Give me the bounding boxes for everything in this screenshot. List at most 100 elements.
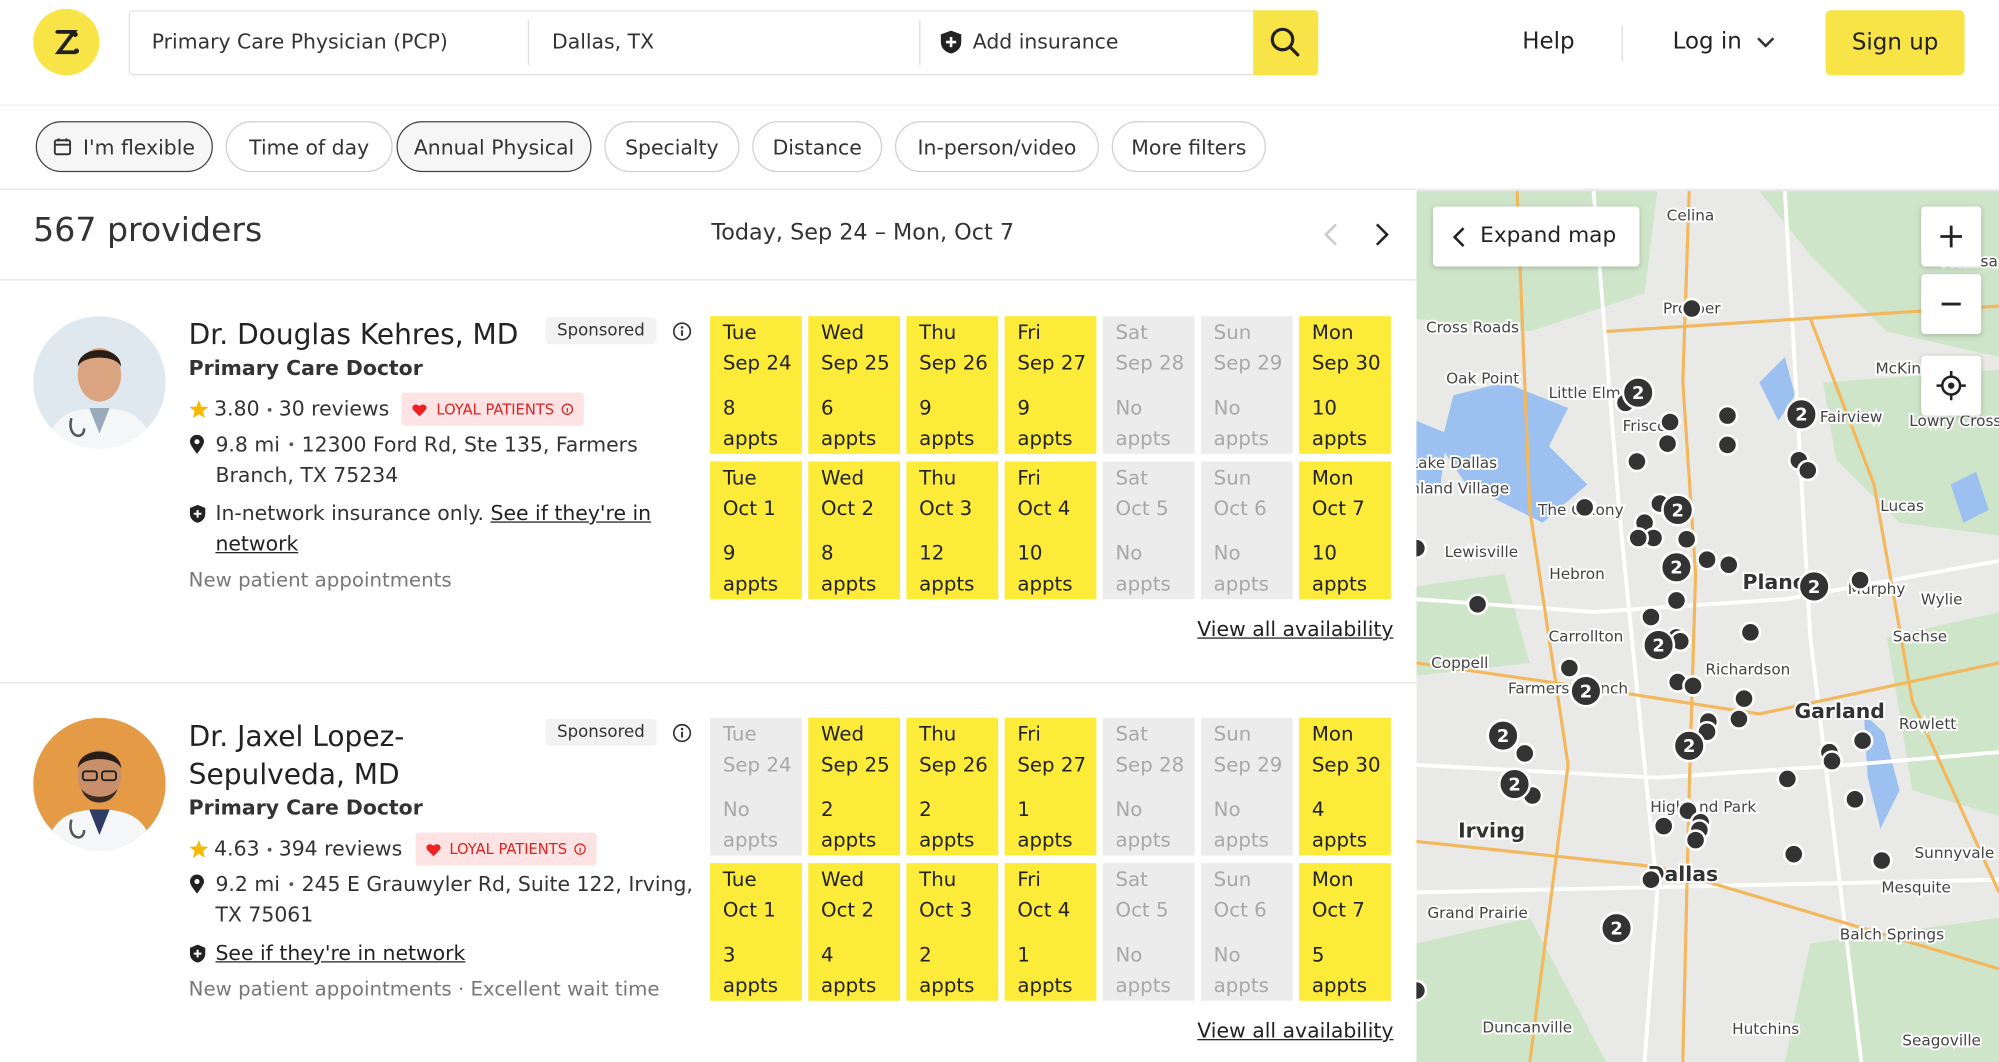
slot-date: Oct 3 (919, 898, 973, 922)
appointment-slot[interactable]: Fri Sep 27 1 appts (1004, 717, 1097, 856)
info-icon[interactable] (672, 722, 692, 742)
map-marker (1513, 742, 1536, 765)
map-place-label: Oak Point (1446, 370, 1519, 388)
slot-date: Sep 28 (1115, 351, 1185, 375)
view-all-link[interactable]: View all availability (1197, 1018, 1394, 1043)
map-place-label: Richardson (1705, 660, 1790, 678)
date-nav[interactable] (1321, 222, 1397, 247)
appointment-slot: Sat Sep 28 No appts (1102, 316, 1195, 454)
rating: 3.80 (214, 396, 260, 421)
slot-day: Mon (1311, 867, 1354, 891)
help-link[interactable]: Help (1522, 28, 1575, 55)
appointment-slot[interactable]: Mon Oct 7 10 appts (1299, 460, 1391, 599)
slot-date: Oct 4 (1017, 496, 1071, 520)
appointment-slot[interactable]: Wed Sep 25 6 appts (808, 316, 901, 454)
slot-date: Sep 26 (919, 753, 988, 777)
appointment-slot[interactable]: Mon Oct 7 5 appts (1299, 862, 1391, 1001)
zoom-in[interactable] (1921, 206, 1982, 267)
slot-gap (821, 780, 900, 794)
network-link[interactable]: See if they're in network (215, 940, 466, 966)
filter-pill[interactable]: Specialty (604, 121, 740, 173)
address-row: 9.8 mi 12300 Ford Rd, Ste 135, Farmers Br… (189, 430, 699, 491)
shield-icon (940, 30, 962, 54)
slot-count: No (1115, 942, 1143, 966)
map-marker (1696, 548, 1718, 571)
address: 245 E Grauwyler Rd, Suite 122, Irving, T… (215, 872, 693, 927)
appointment-slot[interactable]: Thu Oct 3 2 appts (906, 862, 999, 1001)
slot-count: No (1115, 541, 1143, 565)
map-marker (1733, 687, 1755, 710)
map-cluster (1497, 767, 1532, 801)
slot-date: Oct 5 (1115, 496, 1169, 520)
appointment-slot[interactable]: Tue Oct 1 3 appts (710, 862, 802, 1001)
header-border (0, 104, 1999, 106)
slot-unit: appts (1115, 427, 1171, 451)
slot-date: Oct 3 (919, 496, 973, 520)
cluster-count: 2 (1652, 635, 1664, 656)
expand-map-button[interactable]: Expand map (1432, 206, 1640, 267)
map-place-label: Balch Springs (1840, 926, 1944, 944)
map-marker (1416, 537, 1428, 560)
map-place-label: Carrollton (1549, 627, 1624, 645)
info-icon[interactable] (672, 321, 692, 341)
view-all-link[interactable]: View all availability (1197, 617, 1394, 642)
cluster-count: 2 (1808, 577, 1820, 598)
map-cluster (1659, 550, 1694, 584)
provider-photo (33, 316, 166, 449)
filter-pill[interactable]: In-person/video (894, 121, 1099, 173)
slot-count: 2 (919, 798, 932, 822)
filter-pill[interactable]: More filters (1111, 121, 1266, 173)
slot-day: Thu (919, 722, 957, 746)
appointment-slot[interactable]: Wed Oct 2 8 appts (808, 460, 901, 599)
specialty-input[interactable]: Primary Care Physician (PCP) (151, 29, 448, 54)
map-marker (1416, 979, 1428, 1002)
filter-label: In-person/video (917, 134, 1077, 159)
distance: 9.2 mi (215, 872, 280, 897)
slot-day: Sun (1213, 465, 1252, 489)
locate-button[interactable] (1921, 355, 1982, 416)
appointment-slot[interactable]: Fri Oct 4 1 appts (1004, 862, 1097, 1001)
pin-icon (189, 434, 204, 454)
map-place-label: Mesquite (1881, 878, 1951, 896)
login-link[interactable]: Log in (1672, 28, 1742, 55)
filter-pill[interactable]: I'm flexible (35, 121, 213, 173)
location-input[interactable]: Dallas, TX (552, 29, 655, 54)
provider-name: Dr. Jaxel Lopez-Sepulveda, MD (188, 721, 405, 792)
cluster-count: 2 (1672, 500, 1684, 521)
slot-count: 2 (821, 798, 834, 822)
zoom-out[interactable] (1921, 274, 1982, 335)
appointment-slot[interactable]: Thu Sep 26 9 appts (906, 316, 999, 454)
review-count[interactable]: 394 reviews (278, 836, 403, 861)
appointment-slot[interactable]: Mon Sep 30 10 appts (1299, 316, 1391, 454)
search-button[interactable] (1253, 10, 1319, 76)
appointment-slot[interactable]: Tue Oct 1 9 appts (710, 460, 802, 599)
appointment-slot[interactable]: Wed Oct 2 4 appts (808, 862, 901, 1001)
insurance-input[interactable]: Add insurance (972, 29, 1119, 54)
slot-gap (821, 925, 900, 939)
review-count[interactable]: 30 reviews (278, 396, 390, 421)
filter-pill[interactable]: Annual Physical (396, 121, 592, 173)
appointment-slot[interactable]: Wed Sep 25 2 appts (808, 717, 901, 856)
appointment-slot[interactable]: Tue Sep 24 8 appts (710, 316, 802, 454)
network-link[interactable]: See if they're in network (215, 501, 652, 556)
filter-pill[interactable]: Time of day (225, 121, 393, 173)
signup-button[interactable]: Sign up (1825, 10, 1965, 76)
star-icon (189, 400, 209, 419)
appointment-slot[interactable]: Thu Sep 26 2 appts (906, 717, 999, 856)
map-place-label: Little Elm (1549, 384, 1621, 402)
sponsored-label: Sponsored (545, 317, 657, 345)
map-place-label: Lake Dallas (1416, 454, 1497, 472)
filter-label: Distance (772, 134, 862, 159)
appointment-slot[interactable]: Thu Oct 3 12 appts (906, 460, 999, 599)
cluster-count: 2 (1795, 405, 1807, 426)
appointment-slot[interactable]: Mon Sep 30 4 appts (1299, 717, 1391, 856)
slot-count: No (1213, 541, 1241, 565)
appointment-slot[interactable]: Fri Oct 4 10 appts (1004, 460, 1097, 599)
appointment-slot[interactable]: Fri Sep 27 9 appts (1004, 316, 1097, 454)
filter-pill[interactable]: Distance (752, 121, 883, 173)
appointment-slot: Sun Sep 29 No appts (1200, 316, 1293, 454)
map-marker (1684, 829, 1707, 851)
slot-unit: appts (919, 427, 975, 451)
logo[interactable] (33, 8, 100, 76)
